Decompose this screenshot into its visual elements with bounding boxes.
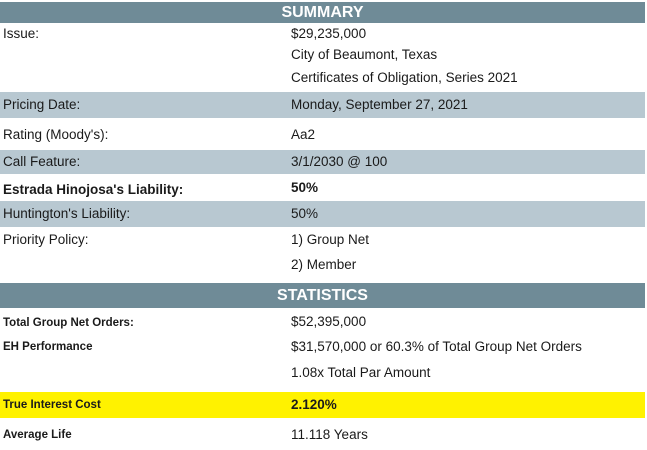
- priority-policy-label: Priority Policy:: [3, 232, 89, 247]
- priority-item-1: 1) Group Net: [291, 232, 370, 247]
- total-group-net-label: Total Group Net Orders:: [3, 317, 134, 329]
- eh-liability-label: Estrada Hinojosa's Liability:: [3, 182, 184, 197]
- issue-series: Certificates of Obligation, Series 2021: [291, 70, 518, 85]
- huntington-liability-label: Huntington's Liability:: [3, 206, 131, 221]
- priority-policy-row: Priority Policy: 1) Group Net 2) Member: [0, 227, 645, 279]
- eh-performance-line-2: 1.08x Total Par Amount: [291, 365, 431, 380]
- eh-liability-value: 50%: [291, 180, 319, 195]
- total-group-net-row: Total Group Net Orders: $52,395,000: [0, 308, 645, 334]
- eh-performance-label: EH Performance: [3, 341, 93, 353]
- pricing-date-label: Pricing Date:: [3, 97, 81, 112]
- huntington-liability-value: 50%: [291, 206, 319, 221]
- statistics-header: STATISTICS: [0, 283, 645, 308]
- rating-label: Rating (Moody's):: [3, 127, 109, 142]
- issue-row: Issue: $29,235,000 City of Beaumont, Tex…: [0, 23, 645, 92]
- true-interest-cost-label: True Interest Cost: [3, 399, 101, 411]
- eh-liability-row: Estrada Hinojosa's Liability: 50%: [0, 174, 645, 201]
- issue-amount: $29,235,000: [291, 26, 367, 41]
- total-group-net-value: $52,395,000: [291, 314, 367, 329]
- pricing-date-row: Pricing Date: Monday, September 27, 2021: [0, 92, 645, 118]
- pricing-date-value: Monday, September 27, 2021: [291, 97, 468, 112]
- issue-label: Issue:: [3, 26, 40, 41]
- call-feature-row: Call Feature: 3/1/2030 @ 100: [0, 150, 645, 174]
- rating-value: Aa2: [291, 127, 316, 142]
- eh-performance-line-1: $31,570,000 or 60.3% of Total Group Net …: [291, 339, 582, 354]
- call-feature-value: 3/1/2030 @ 100: [291, 154, 388, 169]
- call-feature-label: Call Feature:: [3, 154, 81, 169]
- huntington-liability-row: Huntington's Liability: 50%: [0, 201, 645, 227]
- issue-issuer: City of Beaumont, Texas: [291, 47, 438, 62]
- priority-item-2: 2) Member: [291, 257, 357, 272]
- eh-performance-row: EH Performance $31,570,000 or 60.3% of T…: [0, 334, 645, 388]
- average-life-label: Average Life: [3, 429, 72, 441]
- average-life-value: 11.118 Years: [291, 427, 368, 442]
- true-interest-cost-value: 2.120%: [291, 397, 337, 412]
- summary-header: SUMMARY: [0, 2, 645, 23]
- rating-row: Rating (Moody's): Aa2: [0, 118, 645, 150]
- average-life-row: Average Life 11.118 Years: [0, 422, 645, 448]
- true-interest-cost-row: True Interest Cost 2.120%: [0, 392, 645, 418]
